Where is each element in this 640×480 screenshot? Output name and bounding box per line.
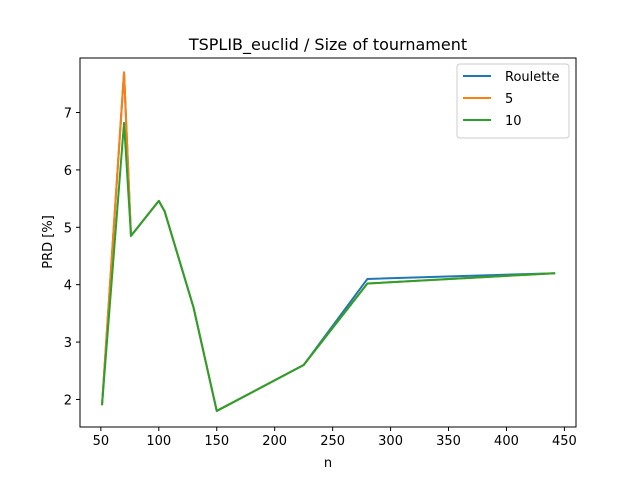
y-axis-label: PRD [%] — [41, 215, 56, 269]
x-tick-label: 250 — [320, 434, 345, 449]
x-tick-label: 200 — [262, 434, 287, 449]
x-tick-label: 100 — [146, 434, 171, 449]
y-tick-label: 3 — [64, 336, 72, 351]
x-axis-label: n — [324, 456, 332, 471]
x-tick-label: 450 — [552, 434, 577, 449]
plot-frame — [79, 57, 577, 428]
y-axis: 2 3 4 5 6 7 — [64, 107, 80, 408]
y-tick-label: 5 — [64, 221, 72, 236]
legend-label: Roulette — [505, 70, 559, 85]
x-tick-label: 150 — [204, 434, 229, 449]
x-tick-label: 400 — [494, 434, 519, 449]
series-line-3 — [101, 121, 556, 412]
legend: Roulette 5 10 — [456, 63, 570, 139]
legend-label: 5 — [505, 92, 513, 107]
y-tick-label: 2 — [64, 393, 72, 408]
legend-label: 10 — [505, 114, 522, 129]
x-tick-label: 300 — [378, 434, 403, 449]
x-tick-label: 350 — [436, 434, 461, 449]
x-axis: 50 100 150 200 250 300 350 400 450 — [93, 427, 577, 449]
y-tick-label: 7 — [64, 107, 72, 122]
x-tick-label: 50 — [93, 434, 110, 449]
chart-title: TSPLIB_euclid / Size of tournament — [188, 35, 467, 55]
plot-lines — [101, 71, 556, 412]
y-tick-label: 4 — [64, 279, 72, 294]
y-tick-label: 6 — [64, 164, 72, 179]
